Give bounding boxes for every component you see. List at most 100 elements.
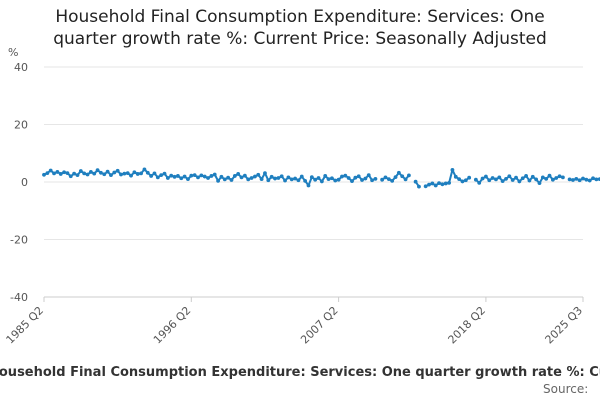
y-tick-label: 0	[21, 176, 28, 189]
data-point	[165, 176, 170, 180]
data-point	[571, 178, 575, 182]
data-point	[547, 173, 552, 178]
data-point	[524, 174, 528, 178]
data-point	[55, 170, 60, 174]
data-point	[500, 179, 505, 184]
data-point	[263, 171, 267, 175]
data-point	[253, 174, 257, 179]
data-point	[99, 170, 103, 175]
data-point	[537, 181, 542, 186]
data-point	[139, 171, 143, 176]
data-point	[507, 174, 512, 179]
data-point	[149, 174, 154, 178]
data-point	[162, 171, 167, 176]
data-point	[473, 177, 478, 182]
data-point	[584, 177, 589, 182]
data-point	[366, 173, 371, 178]
data-point	[199, 173, 204, 178]
data-point	[477, 180, 482, 185]
data-point	[403, 177, 408, 182]
data-point	[520, 176, 525, 181]
data-point	[279, 174, 284, 179]
x-tick-label: 2025 Q3	[543, 304, 586, 347]
data-point	[65, 171, 70, 175]
data-point	[48, 168, 53, 173]
data-point	[42, 172, 46, 177]
data-point	[494, 177, 498, 182]
data-point	[122, 171, 127, 176]
x-tick-label: 2007 Q2	[298, 304, 341, 347]
data-point	[135, 172, 140, 176]
data-point	[440, 182, 445, 187]
data-point	[407, 173, 411, 178]
data-point	[346, 176, 351, 180]
data-point	[286, 175, 291, 180]
data-point	[52, 171, 56, 176]
data-point	[192, 173, 197, 178]
data-point	[283, 178, 287, 183]
data-point	[487, 178, 492, 183]
data-point	[587, 178, 592, 183]
data-point	[72, 171, 77, 176]
data-point	[453, 174, 458, 179]
data-point	[155, 175, 160, 180]
data-point	[370, 178, 374, 183]
data-point	[373, 176, 378, 181]
data-point	[109, 173, 113, 178]
chart-title-line-1: Household Final Consumption Expenditure:…	[55, 7, 545, 27]
legend-label: Household Final Consumption Expenditure:…	[0, 365, 600, 380]
y-axis-label: %	[8, 46, 18, 59]
data-point	[303, 178, 308, 183]
data-point	[417, 184, 421, 189]
data-point	[340, 174, 344, 179]
data-point	[259, 177, 264, 182]
data-point	[413, 179, 418, 184]
data-point	[249, 176, 254, 180]
data-point	[490, 176, 495, 180]
data-point	[591, 176, 595, 181]
data-point	[383, 175, 388, 180]
x-tick-label: 2018 Q2	[445, 304, 488, 347]
data-point	[597, 177, 600, 182]
data-point	[273, 176, 277, 181]
data-point	[544, 176, 549, 181]
data-point	[266, 178, 271, 183]
y-tick-label: -40	[10, 291, 28, 304]
data-point	[209, 174, 214, 178]
data-point	[296, 178, 301, 183]
data-point	[189, 173, 194, 178]
data-point	[176, 174, 180, 178]
data-point	[400, 174, 405, 179]
data-point	[447, 180, 451, 185]
data-point	[443, 181, 448, 186]
data-point	[594, 177, 599, 182]
data-point	[75, 173, 80, 178]
data-point	[246, 177, 251, 182]
data-point	[353, 175, 358, 180]
data-point	[119, 172, 123, 177]
data-point	[152, 171, 157, 176]
y-tick-label: 20	[14, 119, 28, 132]
data-point	[45, 171, 50, 175]
data-point	[219, 174, 224, 179]
data-point	[82, 171, 87, 176]
data-point	[206, 176, 210, 180]
data-point	[363, 176, 368, 181]
data-point	[527, 178, 532, 183]
data-point	[229, 178, 234, 182]
data-point	[62, 170, 66, 175]
data-point	[202, 174, 207, 179]
data-point	[467, 175, 472, 180]
y-tick-label: 40	[14, 61, 28, 74]
source-label: Source:	[543, 382, 589, 396]
data-point	[433, 183, 438, 188]
data-point	[343, 173, 348, 178]
data-point	[557, 174, 562, 179]
data-point	[360, 178, 364, 182]
data-point	[396, 170, 401, 175]
data-point	[484, 174, 488, 179]
data-point	[450, 168, 455, 172]
data-point	[145, 170, 150, 175]
data-point	[88, 170, 93, 174]
